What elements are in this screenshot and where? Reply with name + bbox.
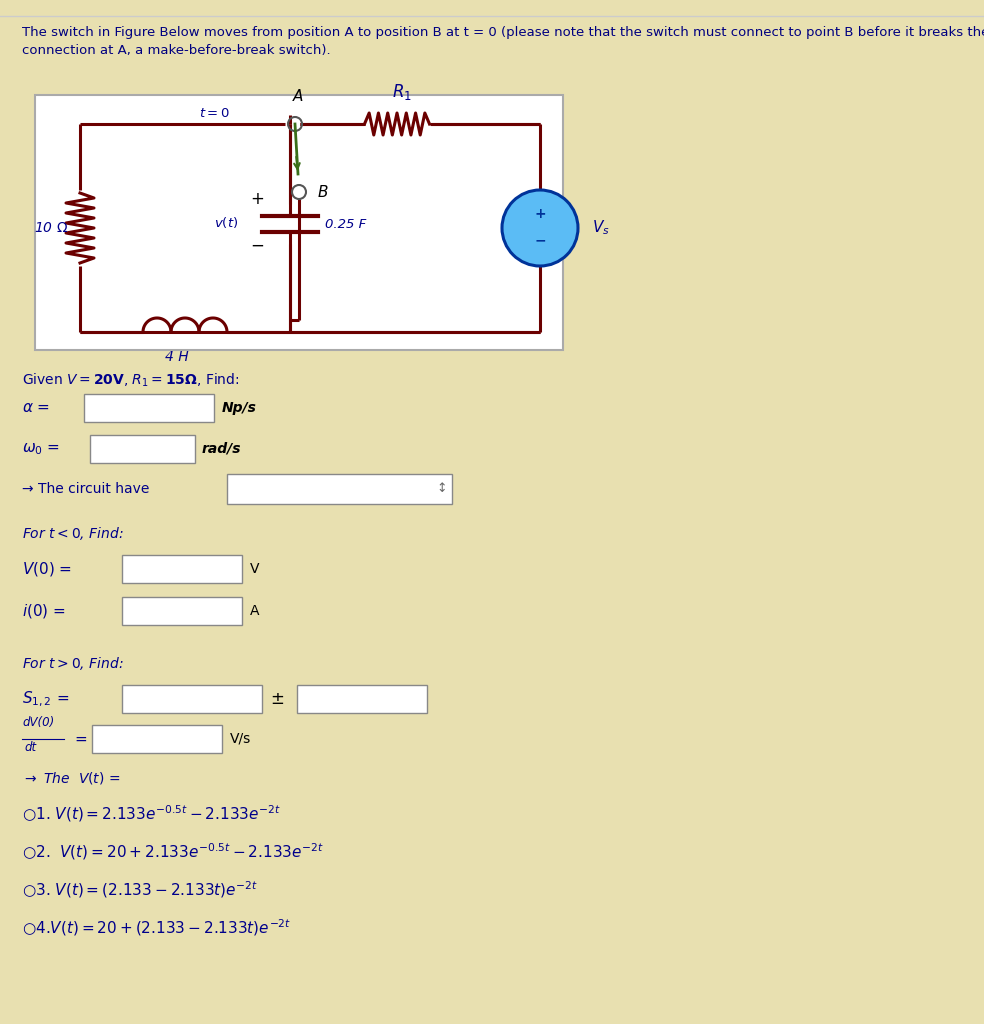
Text: → The circuit have: → The circuit have xyxy=(22,482,150,496)
Text: $t=0$: $t=0$ xyxy=(199,106,230,120)
Text: dV(0): dV(0) xyxy=(22,716,54,729)
Bar xyxy=(227,474,452,504)
Text: 4 H: 4 H xyxy=(165,350,189,364)
Text: For $t < 0$, Find:: For $t < 0$, Find: xyxy=(22,525,124,543)
Text: $\rightarrow$ The  $V(t)$ =: $\rightarrow$ The $V(t)$ = xyxy=(22,770,120,786)
Bar xyxy=(297,685,427,713)
Text: rad/s: rad/s xyxy=(202,442,241,456)
Text: A: A xyxy=(250,604,260,618)
Text: V: V xyxy=(250,562,260,575)
Text: The switch in Figure Below moves from position A to position B at t = 0 (please : The switch in Figure Below moves from po… xyxy=(22,26,984,39)
Text: =: = xyxy=(74,731,87,746)
Bar xyxy=(92,725,222,753)
Bar xyxy=(122,685,262,713)
Bar xyxy=(90,435,195,463)
Text: connection at A, a make-before-break switch).: connection at A, a make-before-break swi… xyxy=(22,44,331,57)
Text: +: + xyxy=(534,207,546,221)
Text: $\pm$: $\pm$ xyxy=(270,690,284,708)
Text: Np/s: Np/s xyxy=(222,401,257,415)
Text: $v(t)$: $v(t)$ xyxy=(214,214,238,229)
Text: +: + xyxy=(250,190,264,208)
Text: V/s: V/s xyxy=(230,732,251,746)
Text: $\bigcirc$4.$V(t) = 20 + (2.133 - 2.133t)e^{-2t}$: $\bigcirc$4.$V(t) = 20 + (2.133 - 2.133t… xyxy=(22,918,291,938)
Text: Given $\mathit{V}=\mathbf{20V}$, $\mathit{R}_1=\mathbf{15\Omega}$, Find:: Given $\mathit{V}=\mathbf{20V}$, $\mathi… xyxy=(22,372,239,389)
Text: For $t > 0$, Find:: For $t > 0$, Find: xyxy=(22,655,124,673)
Text: $\bigcirc$1. $V(t) = 2.133e^{-0.5t} - 2.133e^{-2t}$: $\bigcirc$1. $V(t) = 2.133e^{-0.5t} - 2.… xyxy=(22,804,280,824)
Text: $R_1$: $R_1$ xyxy=(392,82,412,102)
Text: $\alpha$ =: $\alpha$ = xyxy=(22,400,50,416)
Text: ↕: ↕ xyxy=(437,482,448,496)
Text: −: − xyxy=(534,233,546,247)
Bar xyxy=(84,394,214,422)
Text: $\omega_0$ =: $\omega_0$ = xyxy=(22,441,60,457)
Text: $A$: $A$ xyxy=(292,88,304,104)
Text: dt: dt xyxy=(24,741,36,754)
Text: $V_s$: $V_s$ xyxy=(592,219,610,238)
Text: $\bigcirc$2.  $V(t) = 20 + 2.133e^{-0.5t} - 2.133e^{-2t}$: $\bigcirc$2. $V(t) = 20 + 2.133e^{-0.5t}… xyxy=(22,842,324,862)
Text: $S_{1,2}$ =: $S_{1,2}$ = xyxy=(22,689,69,709)
Text: $B$: $B$ xyxy=(317,184,329,200)
Circle shape xyxy=(502,190,578,266)
Text: $i(0)$ =: $i(0)$ = xyxy=(22,602,66,620)
Text: 0.25 F: 0.25 F xyxy=(325,217,366,230)
Text: 10 $\Omega$: 10 $\Omega$ xyxy=(33,221,68,234)
Bar xyxy=(122,555,242,583)
Text: −: − xyxy=(250,237,264,255)
Text: $V(0)$ =: $V(0)$ = xyxy=(22,560,72,578)
Bar xyxy=(122,597,242,625)
Text: $\bigcirc$3. $V(t) = (2.133 - 2.133t)e^{-2t}$: $\bigcirc$3. $V(t) = (2.133 - 2.133t)e^{… xyxy=(22,880,258,900)
Bar xyxy=(35,95,563,350)
